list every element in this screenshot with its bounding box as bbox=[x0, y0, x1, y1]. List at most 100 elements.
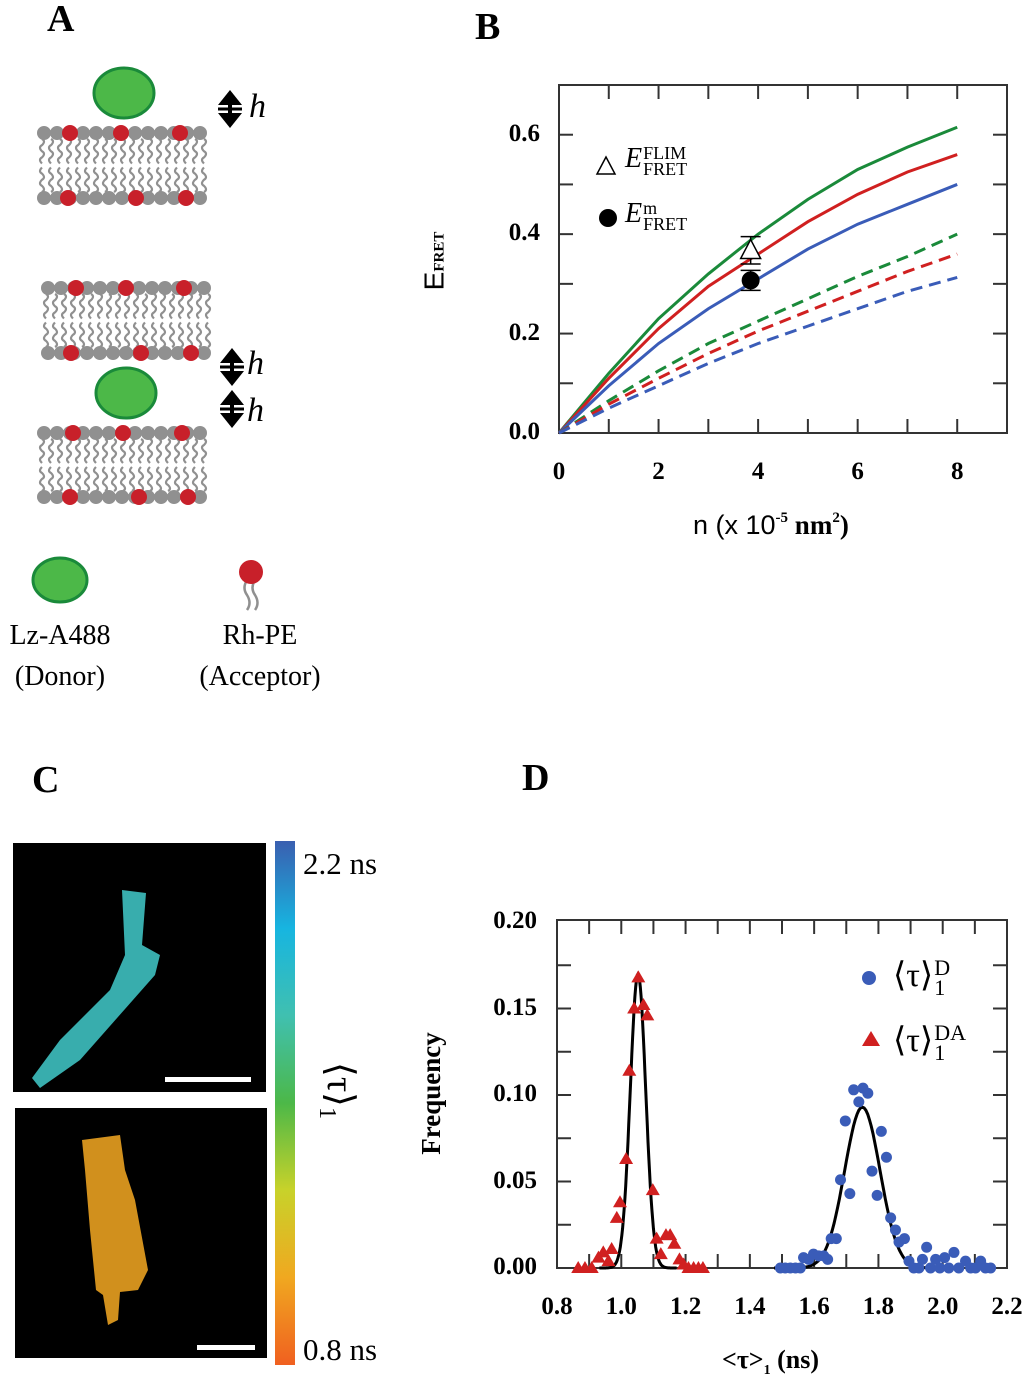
data-point-circle bbox=[925, 1262, 936, 1274]
lipid-head bbox=[193, 426, 207, 440]
lipid-tail bbox=[137, 438, 145, 464]
lipid-tail bbox=[101, 466, 109, 492]
lipid-tail bbox=[42, 321, 50, 348]
lipid-tail bbox=[119, 166, 127, 193]
data-point-triangle bbox=[636, 998, 651, 1011]
x-tick-label: 1.2 bbox=[669, 1293, 702, 1320]
x-tick-label: 1.8 bbox=[862, 1293, 895, 1320]
data-point-circle bbox=[913, 1262, 925, 1274]
lipid-head bbox=[193, 126, 207, 140]
legend-sub: 1 bbox=[934, 1040, 946, 1066]
x-tick-label: 1.4 bbox=[734, 1293, 766, 1320]
lipid-tail bbox=[173, 138, 181, 165]
lipid-tail bbox=[146, 466, 154, 492]
data-point-triangle bbox=[631, 970, 646, 983]
lipid-tail bbox=[74, 466, 82, 492]
y-tick-label: 0.4 bbox=[508, 219, 540, 247]
lipid-head bbox=[37, 490, 51, 504]
legend-symbol: E bbox=[625, 143, 643, 174]
legend-sup: DA bbox=[934, 1020, 966, 1046]
legend-marker-triangle bbox=[595, 155, 617, 175]
lipid-tail bbox=[200, 466, 208, 492]
lipid-tail bbox=[186, 321, 194, 348]
lipid-tail bbox=[168, 321, 176, 348]
lipid-tail bbox=[92, 466, 100, 492]
lipid-head bbox=[80, 281, 94, 295]
data-point-triangle bbox=[649, 1231, 664, 1244]
double-arrow-icon bbox=[218, 90, 242, 128]
legend-symbol: E bbox=[625, 198, 643, 229]
lipid-head bbox=[89, 490, 103, 504]
lipid-tail bbox=[141, 321, 149, 348]
lipid-tail bbox=[60, 293, 68, 320]
data-point-triangle bbox=[584, 1261, 599, 1273]
lipid-head bbox=[167, 191, 181, 205]
data-point-circle bbox=[839, 1115, 851, 1127]
legend-marker-triangle bbox=[862, 1031, 880, 1046]
lipid-tail bbox=[191, 466, 199, 492]
lipid-tail bbox=[200, 138, 208, 165]
lipid-head bbox=[141, 191, 155, 205]
lipid-head bbox=[154, 126, 168, 140]
x-tick-label: 8 bbox=[950, 458, 964, 485]
lipid-head bbox=[37, 426, 51, 440]
lipid-head bbox=[193, 490, 207, 504]
data-point-circle bbox=[875, 1125, 887, 1137]
lipid-tail bbox=[110, 466, 118, 492]
legend-symbol: ⟨τ⟩ bbox=[893, 957, 934, 994]
lipid-tail bbox=[177, 293, 185, 320]
acceptor-lipid-head bbox=[68, 280, 84, 296]
lipid-tail bbox=[164, 466, 172, 492]
lipid-tail bbox=[38, 166, 46, 193]
lipid-tail bbox=[87, 293, 95, 320]
arrow-head-up bbox=[220, 348, 244, 363]
lipid-tail bbox=[114, 293, 122, 320]
lipid-head bbox=[128, 126, 142, 140]
lipid-head bbox=[158, 281, 172, 295]
lipid-tail bbox=[119, 138, 127, 165]
lipid-head bbox=[128, 426, 142, 440]
lipid-head bbox=[76, 191, 90, 205]
double-arrow-icon bbox=[220, 390, 244, 428]
lipid-tail bbox=[110, 166, 118, 193]
data-point-circle bbox=[866, 1165, 878, 1177]
lipid-head bbox=[106, 281, 120, 295]
lipid-head bbox=[145, 346, 159, 360]
data-point-circle bbox=[794, 1262, 806, 1274]
x-tick-label: 0.8 bbox=[541, 1293, 573, 1320]
lipid-head bbox=[37, 191, 51, 205]
lipid-tail bbox=[182, 466, 190, 492]
lipid-head bbox=[167, 490, 181, 504]
data-point-triangle bbox=[663, 1228, 678, 1241]
lipid-tail bbox=[164, 138, 172, 165]
data-point-circle bbox=[943, 1262, 955, 1274]
acceptor-lipid-head bbox=[115, 425, 131, 441]
data-point-circle bbox=[822, 1253, 834, 1265]
data-point-circle bbox=[880, 1151, 892, 1163]
legend-lipid-tail bbox=[251, 579, 259, 611]
lipid-tail bbox=[177, 321, 185, 348]
lipid-head bbox=[115, 490, 129, 504]
arrow-head-down bbox=[218, 113, 242, 128]
lipid-head bbox=[50, 490, 64, 504]
acceptor-lipid-head bbox=[63, 345, 79, 361]
lipid-tail bbox=[92, 438, 100, 464]
x-axis-label-suffix: ) bbox=[839, 510, 849, 540]
lipid-tail bbox=[110, 138, 118, 165]
lipid-tail bbox=[137, 466, 145, 492]
lipid-head bbox=[141, 126, 155, 140]
panel-label-a: A bbox=[47, 0, 75, 40]
data-point-triangle bbox=[653, 1247, 668, 1260]
x-axis-label-text: n (x 10 bbox=[693, 510, 776, 540]
y-tick-label: 0.0 bbox=[508, 418, 540, 445]
lipid-tail bbox=[155, 138, 163, 165]
x-axis-label-text: <τ> bbox=[722, 1345, 764, 1374]
y-tick-label: 0.2 bbox=[508, 318, 540, 346]
lipid-tail bbox=[114, 321, 122, 348]
donor-protein bbox=[94, 366, 158, 420]
data-point-circle bbox=[939, 1252, 951, 1264]
lipid-tail bbox=[141, 293, 149, 320]
lipid-tail bbox=[164, 438, 172, 464]
lipid-tail bbox=[164, 166, 172, 193]
